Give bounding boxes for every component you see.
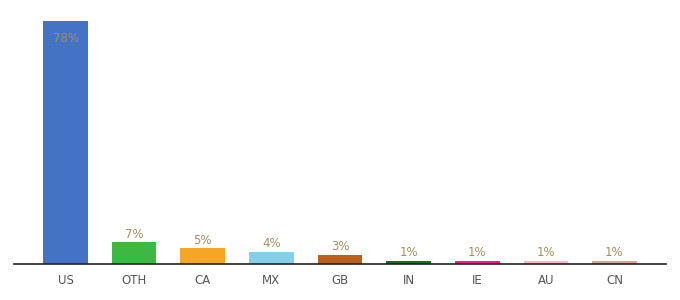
Text: 1%: 1% [605, 246, 624, 259]
Bar [180, 248, 225, 264]
Text: 4%: 4% [262, 237, 281, 250]
Text: 7%: 7% [125, 228, 143, 241]
Text: 1%: 1% [537, 246, 555, 259]
Bar [524, 261, 568, 264]
Text: 1%: 1% [399, 246, 418, 259]
Bar [592, 261, 636, 264]
Text: 78%: 78% [52, 32, 79, 45]
Bar [44, 21, 88, 264]
Text: 5%: 5% [194, 234, 212, 247]
Bar [455, 261, 500, 264]
Bar [112, 242, 156, 264]
Bar [386, 261, 431, 264]
Bar [249, 252, 294, 264]
Text: 3%: 3% [330, 240, 350, 253]
Text: 1%: 1% [468, 246, 486, 259]
Bar [318, 255, 362, 264]
